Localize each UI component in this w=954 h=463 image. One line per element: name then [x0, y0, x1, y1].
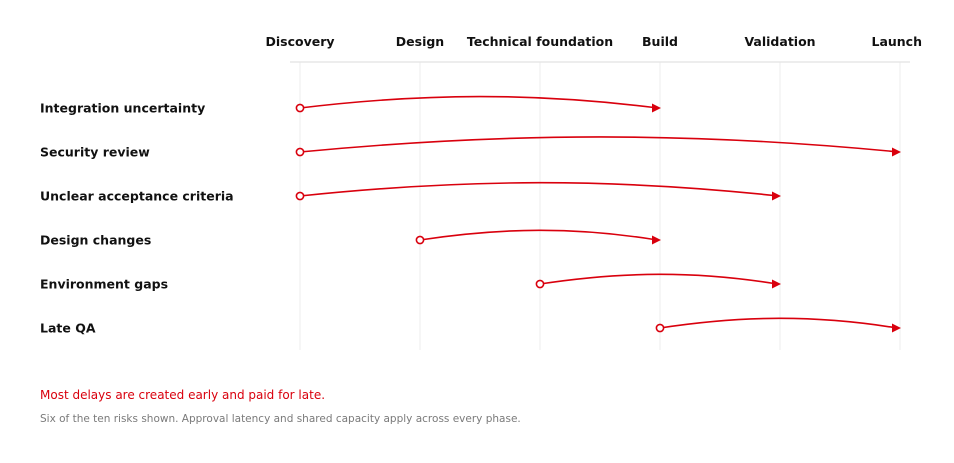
- caption-note: Six of the ten risks shown. Approval lat…: [40, 413, 521, 425]
- phase-label-launch: Launch: [871, 34, 922, 49]
- phase-label-design: Design: [396, 34, 444, 49]
- paid-arrowhead: [892, 147, 901, 157]
- risk-row: Environment gaps: [40, 273, 781, 292]
- risk-label: Late QA: [40, 321, 96, 336]
- risk-row: Security review: [40, 136, 901, 160]
- risk-row: Late QA: [40, 317, 901, 336]
- risk-arc: [539, 273, 775, 285]
- phase-headers: Discovery Design Technical foundation Build…: [265, 34, 922, 49]
- paid-arrowhead: [892, 323, 901, 333]
- paid-arrowhead: [652, 235, 661, 245]
- risk-label: Design changes: [40, 233, 151, 248]
- risk-row: Design changes: [40, 229, 661, 248]
- risk-arc: [299, 136, 895, 153]
- risk-row: Unclear acceptance criteria: [40, 181, 781, 204]
- created-marker: [295, 147, 305, 157]
- paid-arrowhead: [772, 191, 781, 201]
- phase-gridlines: [299, 62, 901, 350]
- risk-arc: [659, 317, 895, 329]
- phase-label-build: Build: [642, 34, 678, 49]
- risk-arc: [299, 181, 775, 197]
- phase-label-validation: Validation: [744, 34, 815, 49]
- risk-arc: [419, 229, 655, 241]
- paid-arrowhead: [772, 279, 781, 289]
- risk-rows: Integration uncertainty Security review Un…: [40, 95, 901, 336]
- created-marker: [295, 103, 305, 113]
- created-marker: [415, 235, 425, 245]
- risk-label: Security review: [40, 145, 150, 160]
- phase-label-technical-foundation: Technical foundation: [467, 34, 613, 49]
- created-marker: [535, 279, 545, 289]
- risk-arc: [299, 95, 655, 109]
- risk-label: Unclear acceptance criteria: [40, 189, 234, 204]
- risk-label: Environment gaps: [40, 277, 168, 292]
- created-marker: [295, 191, 305, 201]
- risk-label: Integration uncertainty: [40, 101, 205, 116]
- created-marker: [655, 323, 665, 333]
- paid-arrowhead: [652, 103, 661, 113]
- phase-label-discovery: Discovery: [265, 34, 334, 49]
- caption-headline: Most delays are created early and paid f…: [40, 388, 326, 402]
- risk-row: Integration uncertainty: [40, 95, 661, 116]
